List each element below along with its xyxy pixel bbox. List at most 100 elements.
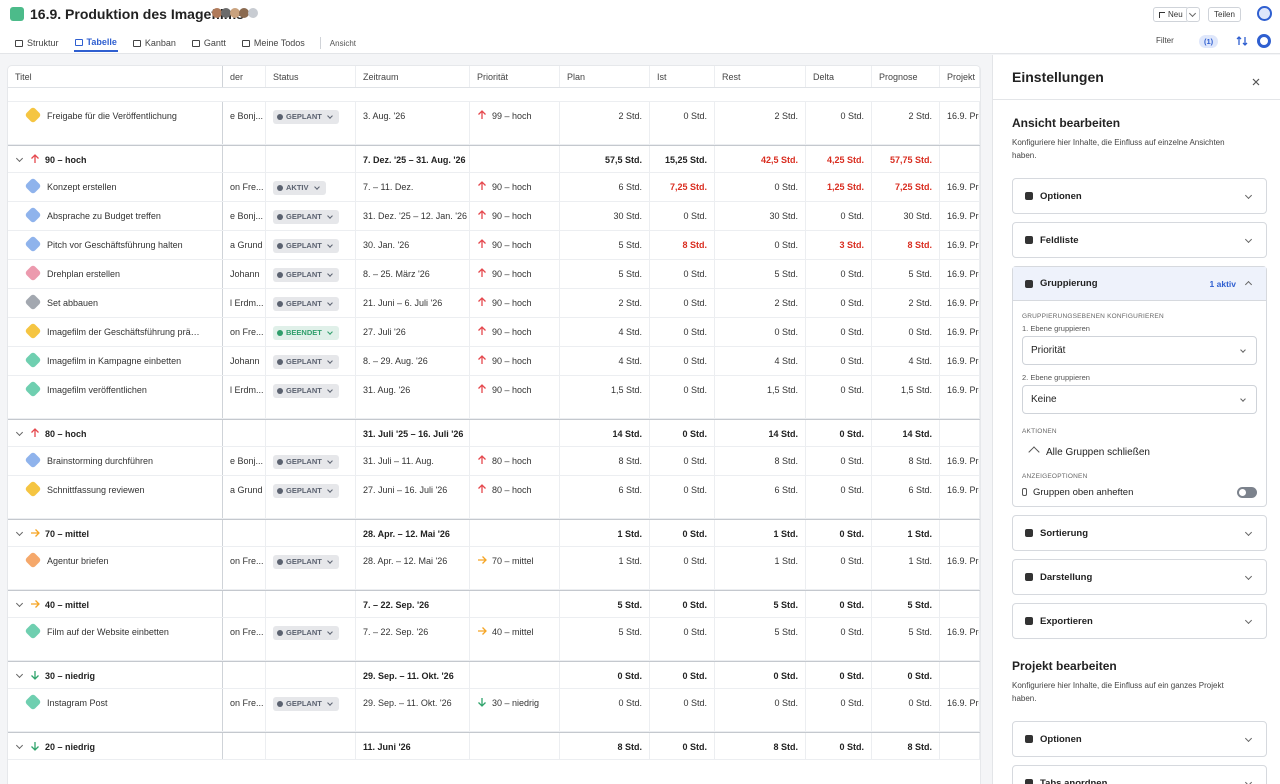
- filter[interactable]: Filter: [1156, 36, 1174, 45]
- priority-arrow: [478, 110, 486, 119]
- section-icon: [1025, 735, 1033, 743]
- status-label: GEPLANT: [286, 299, 322, 309]
- task-title[interactable]: Absprache zu Budget treffen: [47, 211, 161, 221]
- status-badge[interactable]: GEPLANT: [273, 383, 339, 398]
- title-cell: 70 – mittel: [8, 520, 223, 546]
- group-row: 40 – mittel 7. – 22. Sep. '26 5 Std. 0 Std.…: [8, 590, 980, 618]
- status-badge[interactable]: GEPLANT: [273, 554, 339, 569]
- tab[interactable]: Gantt: [191, 34, 227, 52]
- new-menu[interactable]: [1186, 7, 1200, 22]
- status-badge[interactable]: GEPLANT: [273, 454, 339, 469]
- number-cell: 0 Std.: [715, 173, 806, 201]
- task-row: Drehplan erstellen Johann GEPLANT 8. – 25. …: [8, 260, 980, 289]
- priority-cell: 99 – hoch: [470, 102, 560, 144]
- tab[interactable]: Meine Todos: [241, 34, 306, 52]
- number-cell: 2 Std.: [715, 102, 806, 144]
- task-title[interactable]: Freigabe für die Veröffentlichung: [47, 111, 177, 121]
- project-description: Konfiguriere hier Inhalte, die Einfluss …: [1012, 681, 1224, 703]
- section-header[interactable]: Tabs anordnen: [1013, 766, 1266, 784]
- status-badge[interactable]: GEPLANT: [273, 483, 339, 498]
- person-cell: on Fre...: [223, 689, 266, 731]
- task-title[interactable]: Konzept erstellen: [47, 182, 117, 192]
- number-cell: 0 Std.: [806, 102, 872, 144]
- task-title[interactable]: Imagefilm veröffentlichen: [47, 385, 147, 395]
- group-chevron[interactable]: [15, 741, 24, 750]
- section-header[interactable]: Gruppierung 1 aktiv: [1013, 267, 1266, 301]
- group-label: 20 – niedrig: [45, 742, 96, 752]
- task-title[interactable]: Agentur briefen: [47, 556, 109, 566]
- level1-select[interactable]: Priorität: [1022, 336, 1257, 365]
- priority-label: 30 – niedrig: [492, 698, 540, 708]
- group-chevron[interactable]: [15, 599, 24, 608]
- status-cell: GEPLANT: [266, 202, 356, 230]
- status-badge[interactable]: BEENDET: [273, 325, 339, 340]
- pin-label: Gruppen oben anheften: [1033, 486, 1134, 498]
- settings-icon[interactable]: [1257, 34, 1271, 48]
- number-cell: 4 Std.: [715, 347, 806, 375]
- number-cell: 1 Std.: [560, 520, 650, 546]
- tab-label: Tabelle: [86, 37, 117, 47]
- task-title[interactable]: Drehplan erstellen: [47, 269, 121, 279]
- number-cell: 1,5 Std.: [560, 376, 650, 418]
- status-badge[interactable]: GEPLANT: [273, 696, 339, 711]
- task-title[interactable]: Brainstorming durchführen: [47, 456, 154, 466]
- group-chevron[interactable]: [15, 528, 24, 537]
- settings-section: Tabs anordnen: [1012, 765, 1267, 784]
- priority-arrow: [478, 210, 486, 219]
- status-badge[interactable]: GEPLANT: [273, 209, 339, 224]
- pin-toggle[interactable]: [1237, 486, 1257, 498]
- status-badge[interactable]: AKTIV: [273, 180, 326, 195]
- number-cell: 0 Std.: [806, 347, 872, 375]
- user-avatar[interactable]: [1257, 6, 1272, 21]
- settings-panel: Einstellungen Ansicht bearbeiten Konfiguri…: [992, 55, 1280, 784]
- section-header[interactable]: Sortierung: [1013, 516, 1266, 550]
- priority-arrow: [478, 484, 486, 493]
- group-chevron[interactable]: [15, 154, 24, 163]
- section-header[interactable]: Exportieren: [1013, 604, 1266, 638]
- task-title[interactable]: Imagefilm der Geschäftsführung prä…: [47, 327, 200, 337]
- collapse-all[interactable]: Alle Gruppen schließen: [1022, 439, 1257, 465]
- column-header: Projekt: [940, 66, 980, 87]
- share-button[interactable]: Teilen: [1208, 7, 1241, 22]
- group-chevron[interactable]: [15, 428, 24, 437]
- layers-badge[interactable]: (1): [1199, 35, 1219, 48]
- task-title[interactable]: Schnittfassung reviewen: [47, 485, 145, 495]
- priority-arrow: [31, 600, 40, 608]
- section-header[interactable]: Optionen: [1013, 179, 1266, 213]
- number-cell: 0 Std.: [806, 547, 872, 589]
- status-badge[interactable]: GEPLANT: [273, 296, 339, 311]
- task-title[interactable]: Film auf der Website einbetten: [47, 627, 169, 637]
- status-badge[interactable]: GEPLANT: [273, 238, 339, 253]
- status-chevron: [327, 212, 333, 219]
- section-header[interactable]: Feldliste: [1013, 223, 1266, 257]
- level2-select[interactable]: Keine: [1022, 385, 1257, 414]
- add-view[interactable]: Ansicht: [329, 34, 357, 52]
- tab[interactable]: Struktur: [14, 34, 60, 52]
- new-button[interactable]: Neu: [1153, 7, 1189, 22]
- project-cell: 16.9. Pro: [940, 260, 980, 288]
- status-badge[interactable]: GEPLANT: [273, 267, 339, 282]
- empty-cell: [266, 662, 356, 688]
- task-title[interactable]: Instagram Post: [47, 698, 108, 708]
- group-row: 30 – niedrig 29. Sep. – 11. Okt. '26 0 Std…: [8, 661, 980, 689]
- tab[interactable]: Kanban: [132, 34, 177, 52]
- task-title[interactable]: Pitch vor Geschäftsführung halten: [47, 240, 183, 250]
- close-button[interactable]: [1252, 73, 1260, 86]
- task-title[interactable]: Set abbauen: [47, 298, 99, 308]
- group-chevron[interactable]: [15, 670, 24, 679]
- section-header[interactable]: Optionen: [1013, 722, 1266, 756]
- period-cell: 31. Aug. '26: [356, 376, 470, 418]
- status-badge[interactable]: GEPLANT: [273, 354, 339, 369]
- title-cell: Freigabe für die Veröffentlichung: [8, 102, 223, 144]
- tab-separator: [319, 37, 321, 49]
- project-heading: Projekt bearbeiten: [1012, 659, 1117, 673]
- tab-icon: [15, 39, 23, 47]
- priority-cell: 70 – mittel: [470, 547, 560, 589]
- status-chevron: [327, 328, 333, 335]
- status-badge[interactable]: GEPLANT: [273, 625, 339, 640]
- tab[interactable]: Tabelle: [73, 34, 118, 52]
- status-badge[interactable]: GEPLANT: [273, 109, 339, 124]
- task-title[interactable]: Imagefilm in Kampagne einbetten: [47, 356, 182, 366]
- sort-icon[interactable]: [1236, 35, 1248, 47]
- section-header[interactable]: Darstellung: [1013, 560, 1266, 594]
